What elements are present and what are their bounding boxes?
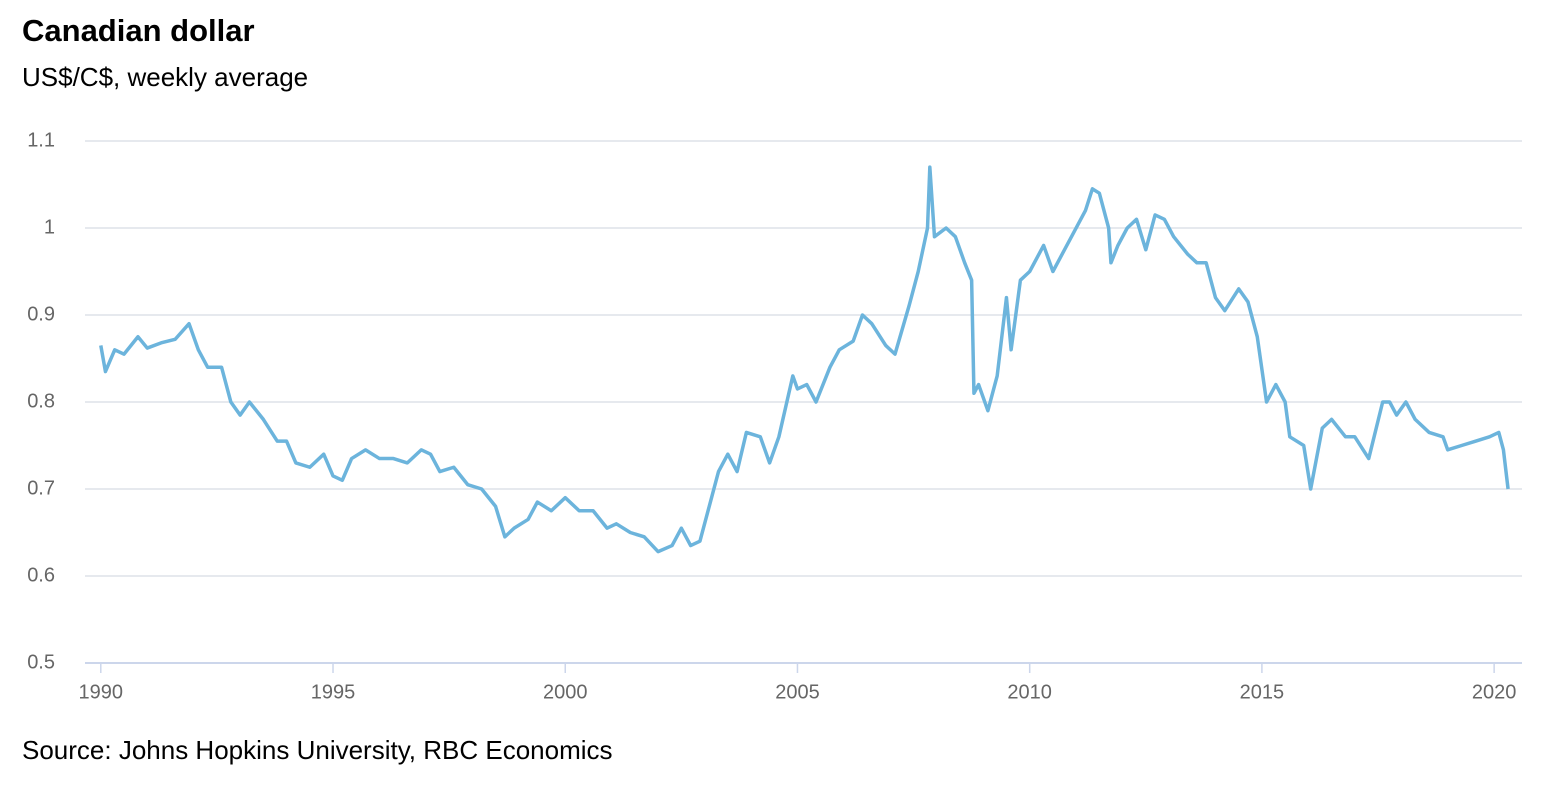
- x-tick-label: 2015: [1240, 681, 1285, 703]
- y-tick-label: 0.6: [27, 564, 55, 586]
- x-tick-label: 2020: [1472, 681, 1517, 703]
- y-tick-label: 0.9: [27, 303, 55, 325]
- y-tick-label: 0.5: [27, 651, 55, 673]
- chart-source: Source: Johns Hopkins University, RBC Ec…: [22, 735, 613, 765]
- x-tick-label: 2000: [543, 681, 588, 703]
- x-tick-label: 1995: [311, 681, 356, 703]
- chart-title: Canadian dollar: [22, 13, 255, 48]
- y-tick-label: 1.1: [27, 129, 55, 151]
- x-tick-label: 2010: [1007, 681, 1052, 703]
- y-tick-label: 1: [44, 216, 55, 238]
- y-tick-label: 0.8: [27, 390, 55, 412]
- chart-subtitle: US$/C$, weekly average: [22, 62, 308, 92]
- data-line: [99, 165, 1510, 554]
- y-tick-label: 0.7: [27, 477, 55, 499]
- x-tick-label: 1990: [79, 681, 124, 703]
- x-tick-label: 2005: [775, 681, 820, 703]
